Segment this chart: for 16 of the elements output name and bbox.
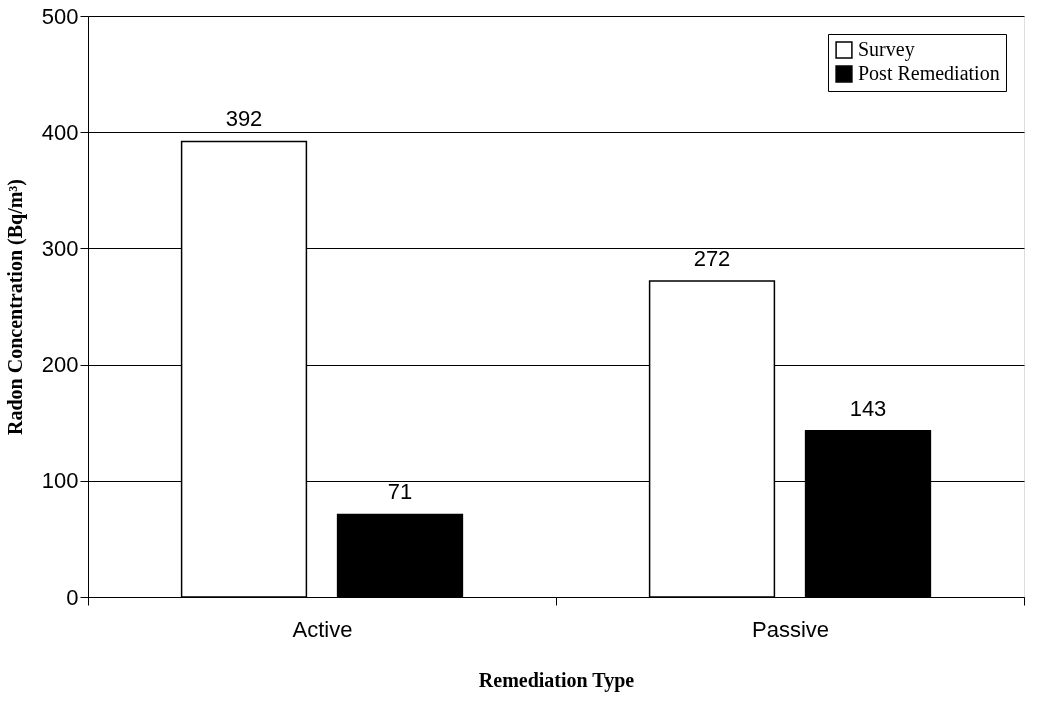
data-label: 392: [225, 106, 263, 132]
y-tick-label: 100: [41, 468, 79, 494]
y-tick-label: 0: [66, 584, 79, 610]
legend-label: Post Remediation: [858, 62, 1000, 84]
legend-label: Survey: [858, 38, 915, 61]
x-axis-title: Remediation Type: [478, 668, 635, 692]
y-tick-label: 300: [41, 235, 79, 261]
data-label: 272: [693, 245, 731, 271]
y-tick-label: 200: [41, 352, 79, 378]
x-tick-label: Active: [292, 616, 353, 642]
y-tick-label: 500: [41, 3, 79, 29]
data-label: 71: [387, 479, 413, 505]
data-label: 143: [849, 395, 887, 421]
x-tick-label: Passive: [751, 616, 830, 642]
y-axis-title: Radon Concentration (Bq/m³): [3, 178, 27, 436]
y-tick-label: 400: [41, 119, 79, 145]
